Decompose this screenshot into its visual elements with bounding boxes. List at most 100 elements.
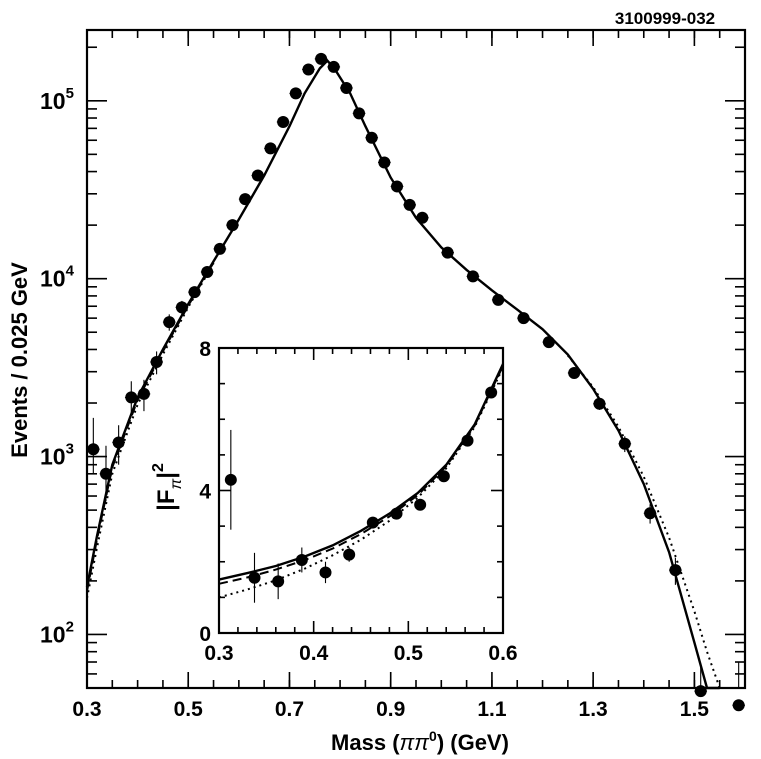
main-data-marker xyxy=(99,467,112,480)
main-data-point xyxy=(238,193,252,206)
inset-y-tick-label: 4 xyxy=(199,481,211,504)
inset-plot-frame xyxy=(217,346,505,635)
main-data-marker xyxy=(264,142,277,155)
inset-data-point xyxy=(272,563,285,600)
inset-x-tick-label: 0.5 xyxy=(394,642,424,665)
main-data-marker xyxy=(277,115,290,128)
main-y-tick-label: 102 xyxy=(40,618,74,647)
main-data-marker xyxy=(327,60,340,73)
main-data-point xyxy=(137,379,151,412)
main-x-axis-label: Mass (ππ0) (GeV) xyxy=(331,728,509,755)
main-data-point xyxy=(378,156,391,169)
main-data-marker xyxy=(517,312,530,325)
main-data-point xyxy=(87,417,100,474)
main-data-marker xyxy=(466,270,479,283)
main-fit-curves xyxy=(85,58,745,690)
inset-fit-curves xyxy=(218,363,505,599)
inset-data-point xyxy=(224,429,237,530)
main-data-point xyxy=(365,131,379,144)
main-y-tick-label: 103 xyxy=(40,441,74,470)
inset-data-point xyxy=(414,498,427,511)
main-data-point xyxy=(390,180,404,193)
inset-data-marker xyxy=(272,575,285,588)
inset-data-points xyxy=(224,386,498,603)
inset-data-marker xyxy=(319,566,332,579)
inset-fit-solid-curve xyxy=(218,363,505,581)
inset-x-tick-label: 0.6 xyxy=(488,642,517,665)
inset-y-tick-label: 8 xyxy=(199,338,211,361)
main-data-point xyxy=(200,266,214,279)
main-fit-solid-curve xyxy=(85,58,720,690)
main-data-marker xyxy=(618,437,631,450)
main-data-marker xyxy=(694,685,707,698)
main-data-point xyxy=(593,397,606,410)
main-data-marker xyxy=(150,356,163,369)
main-fit-dotted-curve xyxy=(86,262,215,599)
inset-data-marker xyxy=(366,516,379,529)
inset-background xyxy=(219,348,503,633)
main-data-point xyxy=(416,211,429,224)
inset-data-point xyxy=(319,561,332,584)
inset-data-point xyxy=(461,434,474,447)
main-data-marker xyxy=(732,699,745,712)
main-x-tick-label: 0.3 xyxy=(72,698,101,721)
main-data-marker xyxy=(391,180,404,193)
main-data-marker xyxy=(137,387,150,400)
main-data-marker xyxy=(226,219,239,232)
main-data-point xyxy=(340,82,353,95)
inset-plot: 0.3 0.4 0.5 0.6 0 4 8 |Fπ|2 xyxy=(150,338,518,665)
main-y-tick-label: 105 xyxy=(40,85,74,114)
main-data-point xyxy=(175,300,189,315)
inset-data-marker xyxy=(295,553,308,566)
main-data-point xyxy=(289,87,303,100)
main-data-marker xyxy=(542,336,555,349)
main-data-points xyxy=(87,52,745,712)
inset-data-marker xyxy=(437,470,450,483)
main-data-point xyxy=(643,504,657,524)
inset-data-point xyxy=(437,470,450,483)
main-data-point xyxy=(618,436,632,453)
main-data-marker xyxy=(175,301,188,314)
main-data-marker xyxy=(125,391,138,404)
main-y-axis-label: Events / 0.025 GeV xyxy=(7,262,32,458)
inset-data-marker xyxy=(248,571,261,584)
main-data-point xyxy=(732,662,745,712)
main-data-marker xyxy=(289,87,302,100)
main-data-marker xyxy=(416,211,429,224)
inset-data-marker xyxy=(343,548,356,561)
main-x-ticks: 0.3 0.5 0.7 0.9 1.1 1.3 1.5 xyxy=(72,30,721,721)
main-fit-dashed-curve xyxy=(86,262,215,592)
main-data-point xyxy=(162,314,176,331)
main-x-tick-label: 1.1 xyxy=(477,698,507,721)
main-data-point xyxy=(403,198,416,211)
main-data-point xyxy=(542,336,556,349)
inset-data-point xyxy=(485,386,498,399)
inset-data-point xyxy=(366,516,379,529)
main-data-marker xyxy=(188,286,201,299)
main-plot: 0.3 0.5 0.7 0.9 1.1 1.3 1.5 102 103 104 105 Mass … xyxy=(7,28,747,755)
main-data-marker xyxy=(163,316,176,329)
main-data-marker xyxy=(87,443,100,456)
inset-data-marker xyxy=(461,434,474,447)
main-data-marker xyxy=(302,63,315,76)
figure-id-label: 3100999-032 xyxy=(615,9,715,28)
main-data-point xyxy=(226,219,239,232)
main-data-point xyxy=(567,366,581,379)
main-x-tick-label: 0.9 xyxy=(376,698,405,721)
main-data-marker xyxy=(492,293,505,306)
main-data-marker xyxy=(669,564,682,577)
inset-data-point xyxy=(390,507,403,520)
inset-data-marker xyxy=(224,473,237,486)
main-data-marker xyxy=(201,266,214,279)
inset-x-ticks: 0.3 0.4 0.5 0.6 xyxy=(204,348,518,665)
main-data-point xyxy=(669,557,682,585)
main-data-point xyxy=(264,142,277,155)
inset-data-marker xyxy=(485,386,498,399)
main-data-marker xyxy=(340,82,353,95)
main-data-marker xyxy=(365,131,378,144)
main-data-point xyxy=(694,664,708,698)
main-data-marker xyxy=(568,366,581,379)
main-data-point xyxy=(99,445,113,502)
inset-data-marker xyxy=(414,498,427,511)
inset-y-axis-label: |Fπ|2 xyxy=(150,463,185,511)
